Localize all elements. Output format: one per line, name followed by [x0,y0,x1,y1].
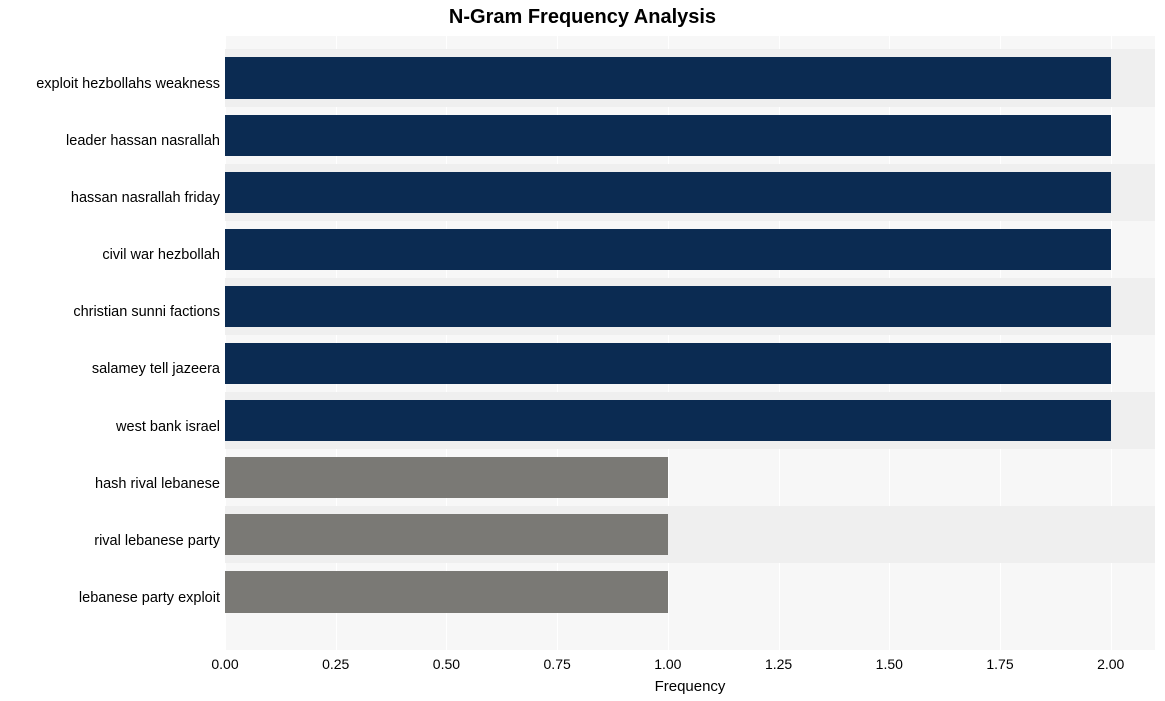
y-tick-label: rival lebanese party [94,533,220,549]
bar [225,115,1111,156]
x-tick-label: 1.50 [876,656,903,672]
y-tick-label: salamey tell jazeera [92,361,220,377]
bar-row [225,563,1155,620]
bar [225,400,1111,441]
bar [225,571,668,612]
bar-row [225,335,1155,392]
bars-layer [225,36,1155,650]
x-tick-label: 1.75 [986,656,1013,672]
bar-row [225,107,1155,164]
x-tick-label: 1.25 [765,656,792,672]
bar [225,172,1111,213]
bar [225,57,1111,98]
bar [225,514,668,555]
y-tick-label: christian sunni factions [73,304,220,320]
bar-row [225,164,1155,221]
bar [225,286,1111,327]
bar-row [225,449,1155,506]
chart-container: N-Gram Frequency Analysis exploit hezbol… [0,0,1165,701]
plot-area [225,36,1155,650]
x-axis-label: Frequency [225,678,1155,695]
bar [225,343,1111,384]
x-axis-ticks: 0.000.250.500.751.001.251.501.752.00 [225,656,1155,676]
y-tick-label: hassan nasrallah friday [71,190,220,206]
x-tick-label: 0.75 [544,656,571,672]
bar-row [225,392,1155,449]
bar-row [225,278,1155,335]
x-tick-label: 0.25 [322,656,349,672]
x-tick-label: 2.00 [1097,656,1124,672]
y-tick-label: lebanese party exploit [79,590,220,606]
y-axis-labels: exploit hezbollahs weakness leader hassan… [0,36,220,650]
chart-title: N-Gram Frequency Analysis [0,6,1165,29]
bar [225,229,1111,270]
bar-row [225,49,1155,106]
y-tick-label: civil war hezbollah [102,247,220,263]
y-tick-label: west bank israel [116,419,220,435]
x-tick-label: 1.00 [654,656,681,672]
bar [225,457,668,498]
y-tick-label: exploit hezbollahs weakness [36,76,220,92]
y-tick-label: hash rival lebanese [95,476,220,492]
x-tick-label: 0.00 [211,656,238,672]
bar-row [225,221,1155,278]
bar-row [225,506,1155,563]
y-tick-label: leader hassan nasrallah [66,133,220,149]
x-tick-label: 0.50 [433,656,460,672]
